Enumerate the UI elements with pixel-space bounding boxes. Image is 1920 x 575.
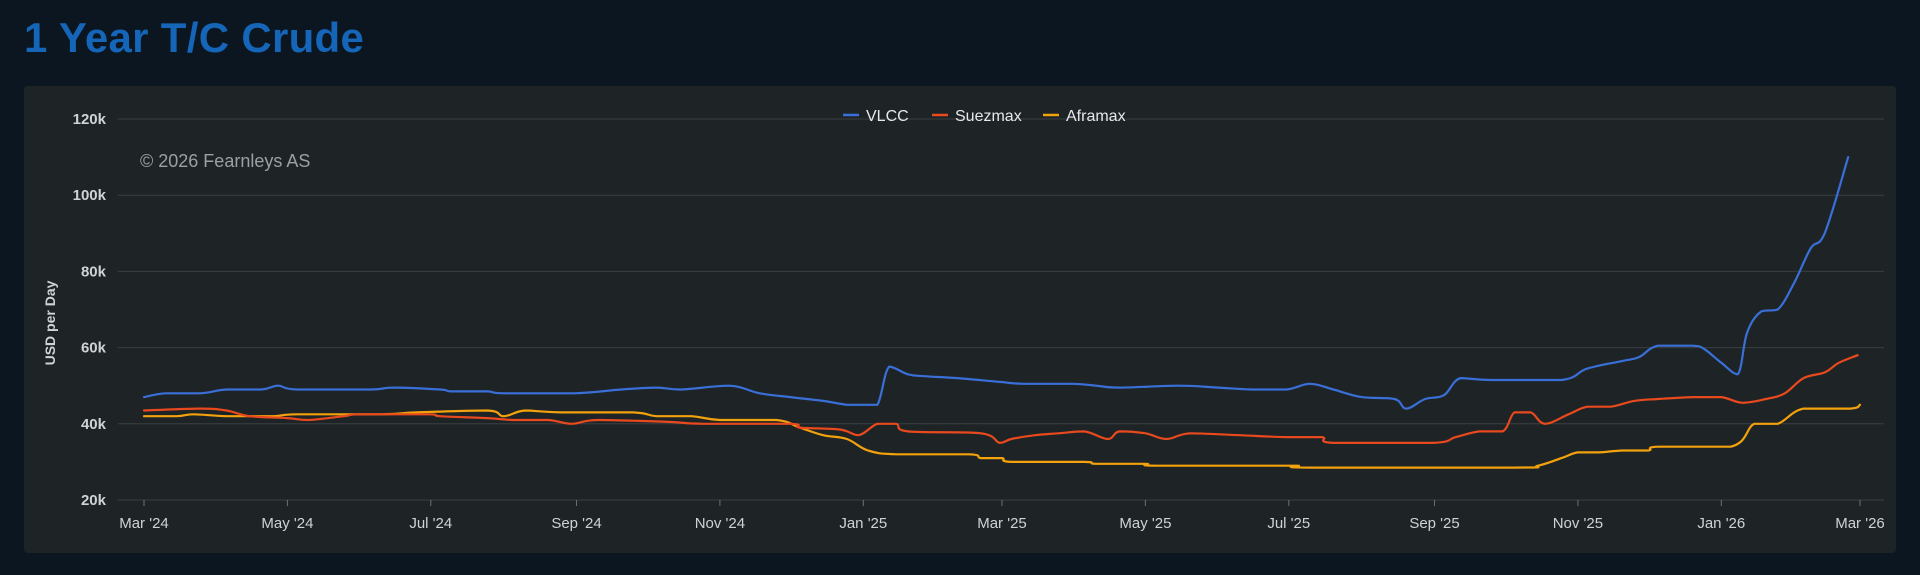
x-tick-label: Jan '25 xyxy=(839,515,887,532)
line-chart: 20k 40k 60k 80k 100k 120k Mar '24 May '24 Jul '… xyxy=(42,108,1885,532)
x-tick-label: Sep '25 xyxy=(1409,515,1459,532)
y-tick-label: 120k xyxy=(73,111,107,128)
grid-lines xyxy=(118,118,1884,501)
y-tick-label: 60k xyxy=(81,340,107,357)
series-lines xyxy=(142,156,1862,469)
series-line-aframax xyxy=(142,403,1862,469)
x-tick-label: Jul '24 xyxy=(409,515,452,532)
x-tick-label: Jan '26 xyxy=(1697,515,1745,532)
x-tick-label: Mar '26 xyxy=(1835,515,1885,532)
x-axis: Mar '24 May '24 Jul '24 Sep '24 Nov '24 Jan '… xyxy=(119,500,1885,532)
x-tick-label: Nov '25 xyxy=(1553,515,1603,532)
legend-item-aframax[interactable]: Aframax xyxy=(1043,108,1126,125)
x-tick-label: May '24 xyxy=(261,515,313,532)
legend-label: Suezmax xyxy=(955,108,1022,125)
series-line-suezmax xyxy=(142,354,1859,445)
legend-item-vlcc[interactable]: VLCC xyxy=(843,108,909,125)
y-axis: 20k 40k 60k 80k 100k 120k xyxy=(73,111,107,509)
y-tick-label: 100k xyxy=(73,187,107,204)
series-line-vlcc xyxy=(142,156,1850,410)
x-tick-label: May '25 xyxy=(1119,515,1171,532)
y-tick-label: 80k xyxy=(81,263,107,280)
page-title: 1 Year T/C Crude xyxy=(24,14,365,61)
y-tick-label: 40k xyxy=(81,416,107,433)
x-tick-label: Nov '24 xyxy=(695,515,745,532)
legend-label: Aframax xyxy=(1066,108,1126,125)
y-axis-label: USD per Day xyxy=(42,280,58,365)
x-tick-label: Mar '25 xyxy=(977,515,1027,532)
x-tick-label: Sep '24 xyxy=(551,515,601,532)
legend-label: VLCC xyxy=(866,108,909,125)
legend-item-suezmax[interactable]: Suezmax xyxy=(932,108,1022,125)
chart-panel: 20k 40k 60k 80k 100k 120k Mar '24 May '24 Jul '… xyxy=(24,86,1896,553)
legend[interactable]: VLCC Suezmax Aframax xyxy=(843,108,1126,125)
x-tick-label: Mar '24 xyxy=(119,515,169,532)
x-tick-label: Jul '25 xyxy=(1267,515,1310,532)
y-tick-label: 20k xyxy=(81,492,107,509)
watermark: © 2026 Fearnleys AS xyxy=(140,151,310,171)
